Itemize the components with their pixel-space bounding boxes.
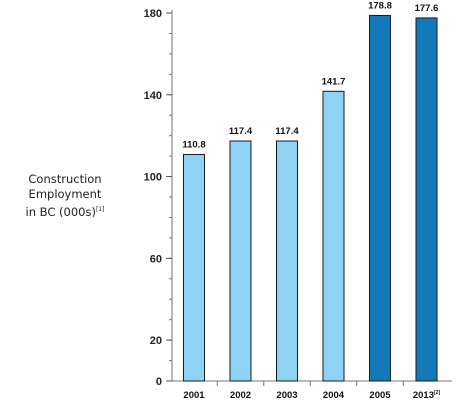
y-axis-label-ref: [1] xyxy=(95,206,105,213)
value-label-2003: 117.4 xyxy=(275,126,299,137)
x-tick-label-2005: 2005 xyxy=(369,390,391,401)
value-label-2005: 178.8 xyxy=(368,0,392,11)
x-tick-label-2013: 2013[2] xyxy=(413,390,441,401)
value-label-2013: 177.6 xyxy=(415,3,439,14)
y-axis-label-text: in BC (000s) xyxy=(25,204,96,219)
bar-2003 xyxy=(276,140,298,382)
y-axis-label-line-1: Construction xyxy=(28,172,102,186)
bar-2004 xyxy=(322,90,345,382)
y-tick-label: 20 xyxy=(150,335,162,347)
x-tick-label-2002: 2002 xyxy=(230,390,251,401)
y-tick-label: 180 xyxy=(144,8,162,20)
value-label-2002: 117.4 xyxy=(229,126,253,137)
value-label-2001: 110.8 xyxy=(182,139,205,150)
bar-2005 xyxy=(369,14,391,382)
bar-2002 xyxy=(229,140,252,382)
y-axis-label-line-2: Employment xyxy=(28,187,102,201)
y-tick-label: 0 xyxy=(156,376,162,388)
value-label-2004: 141.7 xyxy=(322,76,346,87)
y-axis-label: Construction Employment in BC (000s)[1] xyxy=(6,172,124,220)
y-tick-label: 140 xyxy=(144,90,162,102)
y-tick-label: 100 xyxy=(144,172,162,184)
bar-2013 xyxy=(415,17,438,382)
x-tick-label-2003: 2003 xyxy=(276,390,297,401)
y-tick-label: 60 xyxy=(150,253,162,265)
y-axis-label-line-3: in BC (000s)[1] xyxy=(6,202,124,220)
x-tick-label-ref: [2] xyxy=(434,390,440,396)
bar-2001 xyxy=(183,153,205,382)
x-tick-label-2004: 2004 xyxy=(323,390,345,401)
x-tick-label-2001: 2001 xyxy=(183,390,205,401)
